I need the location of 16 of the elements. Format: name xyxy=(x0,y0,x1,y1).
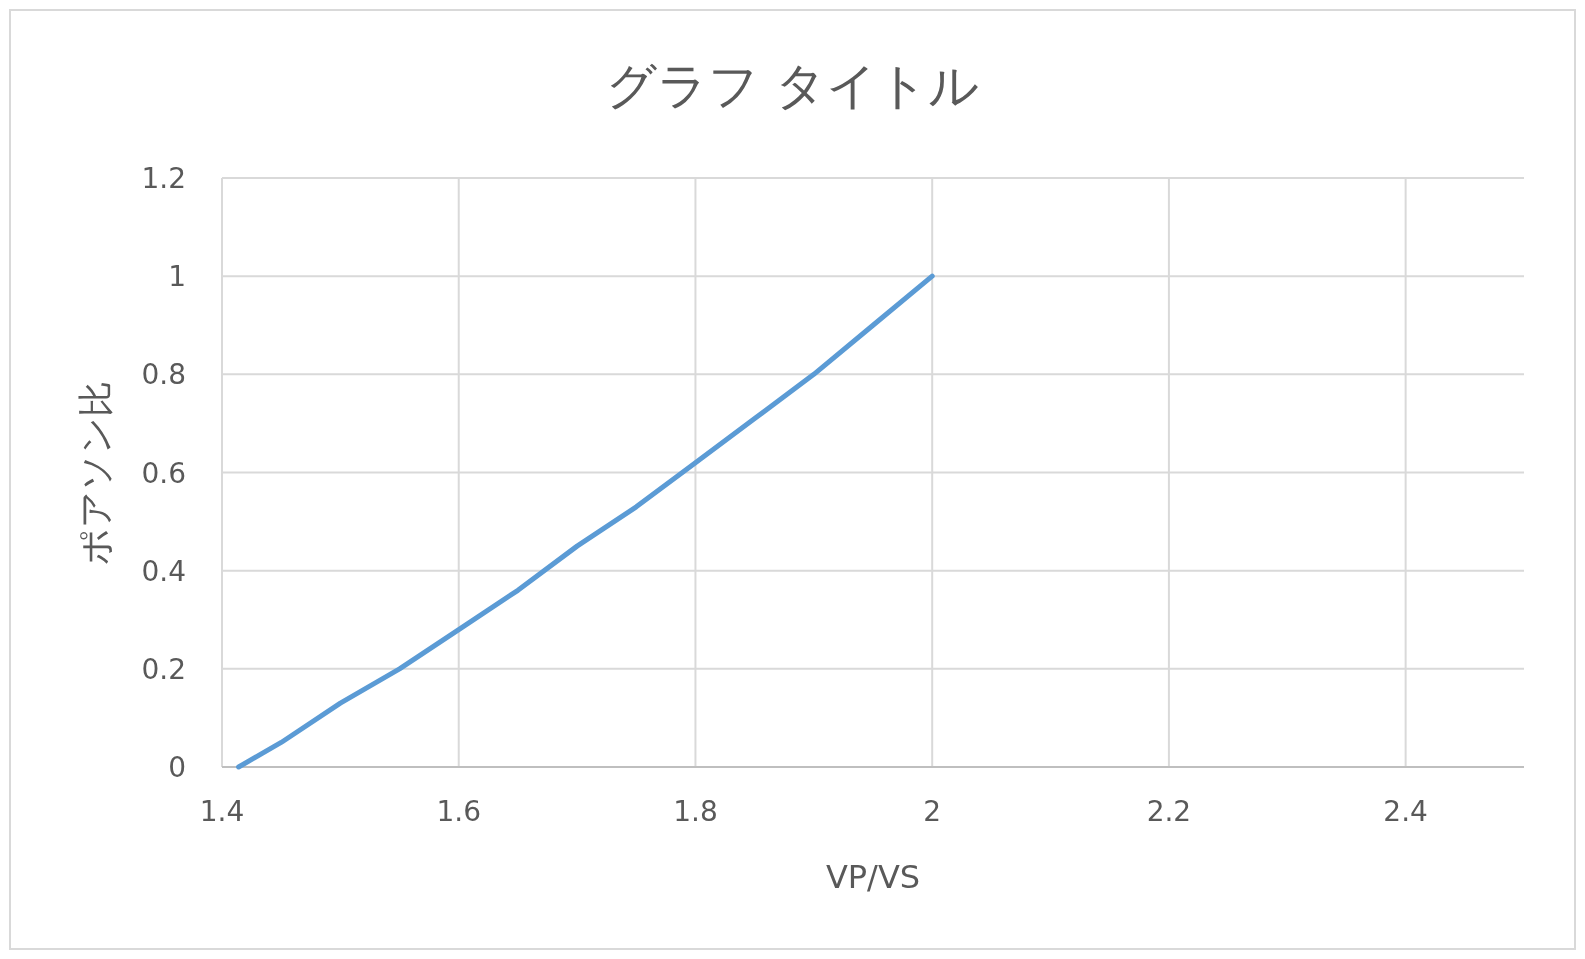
y-tick-label: 0.4 xyxy=(141,554,186,588)
y-tick-label: 1.2 xyxy=(141,162,186,195)
y-tick-label: 0 xyxy=(168,751,186,784)
y-axis-title: ポアソン比 xyxy=(75,380,116,565)
x-tick-label: 2 xyxy=(923,795,942,828)
x-tick-label: 1.8 xyxy=(673,795,718,828)
y-tick-label: 0.2 xyxy=(141,652,186,686)
x-tick-label: 2.2 xyxy=(1146,795,1192,828)
y-tick-label: 0.6 xyxy=(141,456,186,490)
x-tick-label: 1.4 xyxy=(199,795,245,828)
chart-title: グラフ タイトル xyxy=(606,57,979,115)
x-axis-title: VP/VS xyxy=(825,858,921,896)
x-tick-label: 1.6 xyxy=(436,795,481,828)
y-tick-label: 0.8 xyxy=(141,358,186,392)
x-tick-label: 2.4 xyxy=(1383,795,1428,828)
y-tick-label: 1 xyxy=(168,260,186,294)
